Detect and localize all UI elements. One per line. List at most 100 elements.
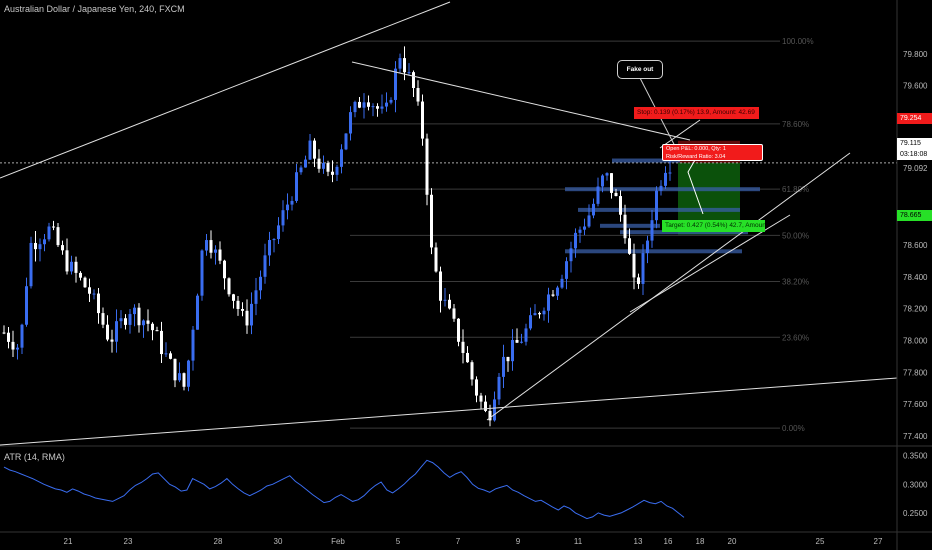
- candle-body: [322, 163, 325, 169]
- candle-body: [290, 200, 294, 205]
- candle-body: [668, 172, 672, 174]
- fib-label: 100.00%: [782, 37, 814, 46]
- price-tick-label: 79.092: [903, 164, 928, 173]
- candle-body: [497, 376, 501, 400]
- stop-label[interactable]: Stop: 0.139 (0.17%) 13.9, Amount: 42.69: [634, 107, 759, 119]
- candle-body: [619, 196, 622, 215]
- candle-body: [43, 239, 46, 245]
- atr-label: ATR (14, RMA): [4, 452, 65, 462]
- candle-body: [511, 339, 514, 362]
- candle-body: [169, 353, 172, 359]
- candle-body: [142, 320, 145, 326]
- trendline: [0, 377, 898, 446]
- target-label[interactable]: Target: 0.427 (0.54%) 42.7, Amount: 70.9…: [662, 220, 765, 232]
- candle-body: [20, 324, 24, 348]
- entry-label[interactable]: Open P&L: 0.000, Qty: 1 Risk/Reward Rati…: [662, 144, 763, 161]
- time-tick-label: 20: [728, 537, 737, 546]
- candle-body: [61, 245, 64, 251]
- atr-pane: 0.3500 0.3000 0.2500: [3, 452, 928, 520]
- candle-body: [106, 324, 109, 340]
- time-tick-label: 28: [214, 537, 223, 546]
- price-tick-label: 78.000: [903, 336, 928, 345]
- candle-body: [506, 356, 510, 362]
- candle-body: [407, 72, 411, 74]
- candle-body: [74, 261, 78, 273]
- candle-body: [200, 250, 204, 296]
- fib-label: 23.60%: [782, 333, 809, 342]
- candle-body: [556, 287, 559, 296]
- fib-label: 61.80%: [782, 185, 809, 194]
- candle-body: [475, 379, 478, 396]
- candle-body: [295, 172, 298, 201]
- candle-body: [596, 186, 600, 204]
- time-tick-label: 5: [396, 537, 401, 546]
- candle-body: [353, 101, 357, 113]
- candle-body: [187, 360, 190, 387]
- candle-body: [88, 287, 91, 294]
- candle-body: [664, 172, 667, 186]
- candle-body: [7, 332, 10, 342]
- candle-body: [29, 242, 33, 287]
- candle-body: [484, 401, 487, 411]
- candle-body: [641, 253, 645, 284]
- candle-body: [403, 58, 406, 73]
- candle-body: [223, 260, 226, 279]
- candle-body: [236, 300, 240, 309]
- time-tick-label: 13: [634, 537, 643, 546]
- candle-body: [182, 373, 186, 387]
- entry-line-2: Risk/Reward Ratio: 3.04: [666, 154, 726, 160]
- price-tick-label: 77.400: [903, 432, 928, 441]
- candle-body: [115, 321, 118, 342]
- candle-body: [101, 313, 105, 325]
- time-tick-label: 25: [816, 537, 825, 546]
- time-tick-label: 30: [274, 537, 283, 546]
- candle-body: [281, 210, 285, 226]
- candle-body: [614, 192, 618, 197]
- time-tick-label: 21: [64, 537, 73, 546]
- atr-tick-label: 0.3000: [903, 480, 928, 489]
- price-tick-label: 78.400: [903, 273, 928, 282]
- fib-label: 38.20%: [782, 278, 809, 287]
- candle-body: [578, 229, 582, 233]
- candle-body: [268, 240, 271, 256]
- candle-body: [313, 140, 316, 159]
- candle-body: [439, 271, 442, 301]
- candle-body: [299, 167, 303, 173]
- candle-body: [650, 220, 654, 241]
- candle-body: [133, 307, 136, 315]
- time-tick-label: 11: [574, 537, 583, 546]
- candle-body: [227, 278, 231, 295]
- candle-body: [569, 248, 573, 262]
- candle-body: [232, 294, 235, 301]
- time-tick-label: 27: [874, 537, 883, 546]
- candle-body: [434, 247, 438, 272]
- time-tick-label: 18: [696, 537, 705, 546]
- candle-body: [304, 159, 307, 168]
- candle-body: [335, 166, 339, 175]
- candle-body: [173, 358, 177, 381]
- fake-out-annotation[interactable]: Fake out: [617, 60, 663, 79]
- candle-body: [250, 303, 253, 326]
- candle-body: [416, 88, 420, 102]
- candle-body: [277, 225, 280, 240]
- candle-body: [479, 395, 483, 402]
- atr-tick-label: 0.3500: [903, 452, 928, 461]
- candle-body: [398, 58, 402, 69]
- candle-body: [443, 299, 447, 301]
- candle-body: [394, 68, 397, 100]
- candle-body: [146, 320, 150, 324]
- candle-body: [659, 185, 663, 191]
- stop-price-tag: 79.254: [897, 113, 932, 124]
- price-tick-label: 77.800: [903, 368, 928, 377]
- candle-body: [367, 102, 370, 107]
- time-tick-label: 9: [516, 537, 521, 546]
- candle-body: [551, 294, 555, 296]
- fib-label: 0.00%: [782, 424, 805, 433]
- candle-body: [637, 277, 640, 284]
- candle-body: [218, 249, 222, 261]
- price-tick-label: 77.600: [903, 400, 928, 409]
- entry-line-1: Open P&L: 0.000, Qty: 1: [666, 146, 726, 152]
- candle-body: [164, 353, 168, 355]
